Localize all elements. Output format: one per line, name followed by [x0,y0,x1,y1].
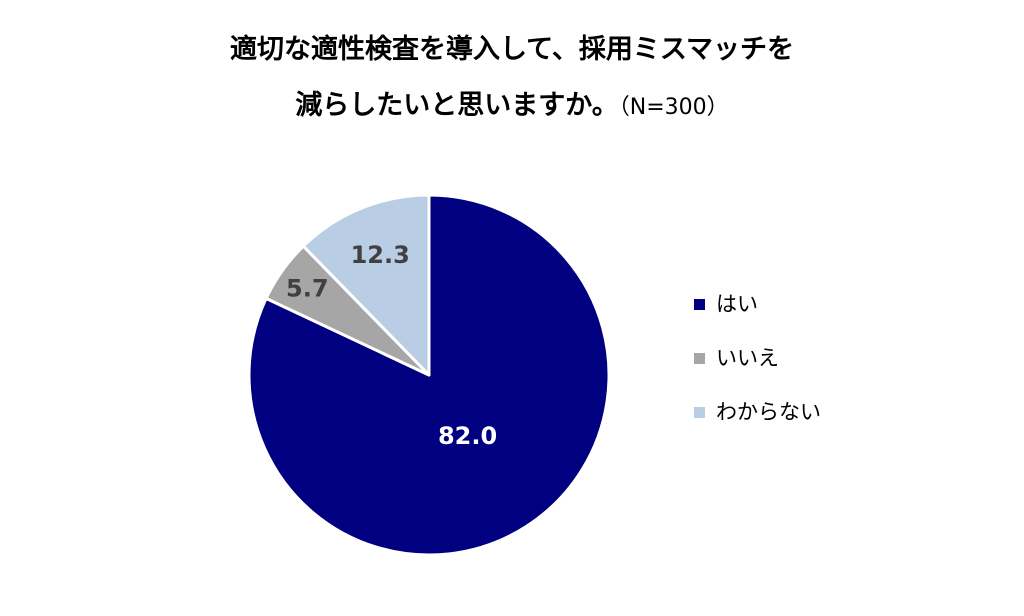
legend-label-yes: はい [716,292,758,316]
legend-swatch-yes [694,298,705,310]
chart-legend: はい いいえ わからない [694,290,821,452]
pie-data-labels: 82.0 5.7 12.3 [286,241,497,450]
legend-item-no: いいえ [694,344,821,372]
data-label-no: 5.7 [286,274,329,302]
pie-slice-dont-know [301,193,431,377]
legend-item-dont-know: わからない [694,398,821,426]
legend-item-yes: はい [694,290,821,318]
legend-label-dont-know: わからない [716,400,821,424]
chart-title-text-2: 減らしたいと思いますか。 [295,90,619,121]
chart-title-text-1: 適切な適性検査を導入して、採用ミスマッチを [229,34,795,65]
legend-swatch-no [694,352,705,364]
chart-title-line2: 減らしたいと思いますか。（N=300） [0,89,1024,125]
data-label-yes: 82.0 [438,422,497,450]
chart-title-line1: 適切な適性検査を導入して、採用ミスマッチを [0,33,1024,67]
legend-swatch-dont-know [694,406,705,418]
pie-slices [247,193,611,557]
data-label-dont-know: 12.3 [351,241,410,269]
legend-label-no: いいえ [716,346,779,370]
pie-slice-yes [247,193,611,557]
sample-size-label: （N=300） [618,95,729,120]
